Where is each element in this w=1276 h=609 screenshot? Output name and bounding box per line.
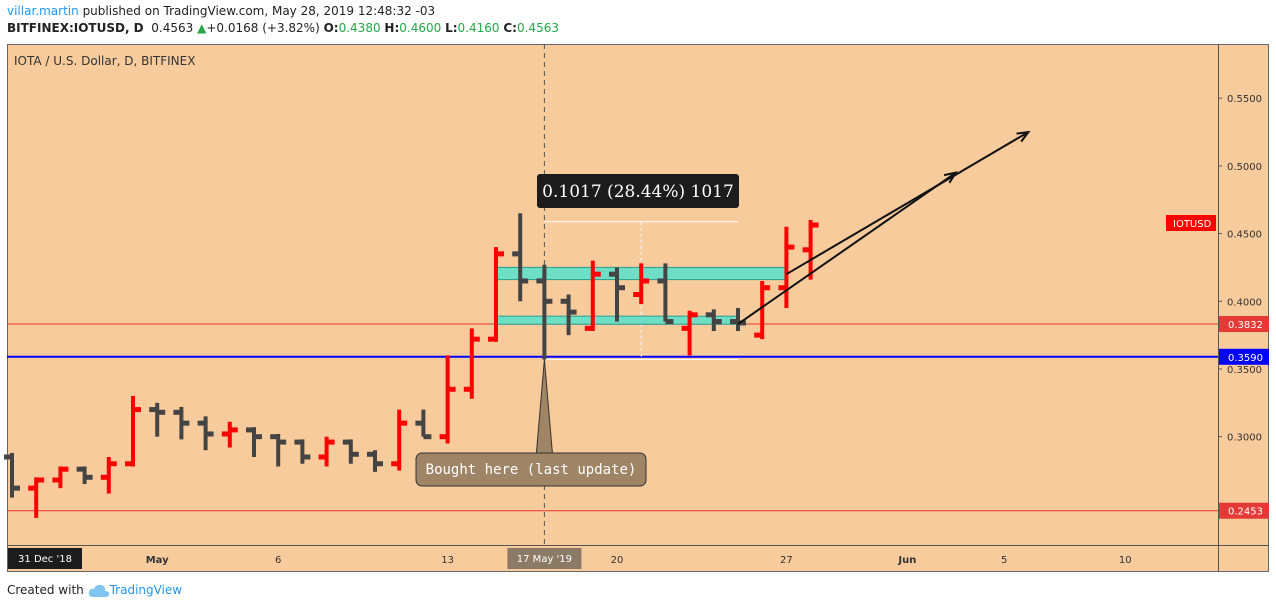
x-tick-label: Jun: [897, 555, 916, 566]
measure-label-box: [537, 174, 739, 208]
x-tick-label: 6: [275, 555, 281, 566]
x-tick-label: 27: [780, 555, 793, 566]
price-axis: [1218, 44, 1269, 545]
projection-arrow-head: [1016, 130, 1031, 143]
x-tick-label: 17 May '19: [517, 554, 572, 565]
x-label-box: [8, 548, 82, 569]
y-tick-label: 0.3500: [1227, 365, 1262, 376]
ohlc-line: BITFINEX:IOTUSD, D 0.4563 ▲+0.0168 (+3.8…: [7, 21, 559, 35]
y-tick-label: 0.4500: [1227, 230, 1262, 241]
last-price: 0.4563: [151, 21, 194, 35]
change-value: +0.0168 (+3.82%): [206, 21, 320, 35]
low-label: L:: [445, 21, 458, 35]
x-tick-label: 31 Dec '18: [18, 554, 72, 565]
series-tag: [1166, 215, 1216, 231]
low-value: 0.4160: [457, 21, 500, 35]
callout-box: [415, 452, 647, 487]
chart-title: IOTA / U.S. Dollar, D, BITFINEX: [14, 54, 195, 68]
x-tick-label: May: [146, 555, 169, 566]
callout-text: Bought here (last update): [426, 462, 637, 478]
projection-arrow-line: [737, 171, 957, 325]
level-price-tag: [1219, 348, 1269, 365]
close-label: C:: [503, 21, 517, 35]
tradingview-link[interactable]: TradingView: [109, 583, 183, 597]
x-tick-label: 5: [1001, 555, 1007, 566]
change-arrow-icon: ▲: [197, 21, 207, 35]
y-tick-label: 0.5000: [1227, 162, 1262, 173]
level-price-tag: [1219, 316, 1269, 333]
publish-info: published on TradingView.com, May 28, 20…: [82, 4, 436, 18]
tradingview-cloud-icon: [88, 584, 109, 597]
author-link[interactable]: villar.martin: [7, 4, 79, 18]
created-with-label: Created with: [7, 583, 84, 597]
level-price-label: 0.2453: [1228, 507, 1263, 518]
close-value: 0.4563: [516, 21, 559, 35]
series-label: IOTUSD: [1173, 219, 1212, 230]
level-price-tag: [1219, 502, 1269, 519]
open-label: O:: [323, 21, 339, 35]
y-tick-label: 0.3000: [1227, 433, 1262, 444]
y-tick-label: 0.4000: [1227, 297, 1262, 308]
footer: Created with TradingView: [7, 583, 182, 598]
level-price-label: 0.3590: [1228, 353, 1263, 364]
time-axis: [7, 545, 1269, 572]
x-tick-label: 13: [441, 555, 454, 566]
high-value: 0.4600: [399, 21, 442, 35]
x-label-box: [507, 548, 582, 569]
price-chart[interactable]: IOTA / U.S. Dollar, D, BITFINEX 0.3000 0.3…: [0, 0, 1276, 580]
measure-label: 0.1017 (28.44%) 1017: [542, 182, 734, 202]
x-tick-label: 20: [611, 555, 624, 566]
level-price-label: 0.3832: [1228, 320, 1263, 331]
symbol-label: BITFINEX:IOTUSD, D: [7, 21, 144, 35]
high-label: H:: [384, 21, 400, 35]
y-tick-label: 0.5500: [1227, 94, 1262, 105]
publish-line: villar.martin published on TradingView.c…: [7, 4, 435, 18]
open-value: 0.4380: [338, 21, 381, 35]
projection-arrow-line: [785, 131, 1029, 276]
chart-frame: [7, 44, 1269, 572]
x-tick-label: 10: [1119, 555, 1132, 566]
